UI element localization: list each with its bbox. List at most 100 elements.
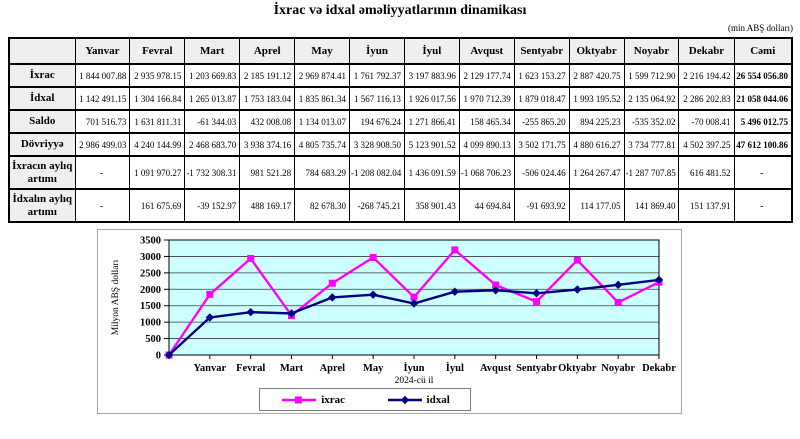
table-cell: 1 567 116.13 bbox=[349, 86, 405, 111]
table-cell: 5 123 901.52 bbox=[403, 132, 460, 157]
table-cell: 4 502 397.25 bbox=[678, 132, 735, 157]
y-tick-label: 1000 bbox=[140, 318, 161, 329]
y-tick-label: 2000 bbox=[140, 285, 161, 296]
legend-marker-ixrac bbox=[282, 396, 317, 403]
x-tick-label: Fevral bbox=[236, 363, 265, 374]
marker-idxal bbox=[328, 293, 337, 302]
x-tick-label: Aprel bbox=[320, 363, 346, 374]
table-cell: 3 938 374.16 bbox=[239, 132, 296, 157]
table-cell: 2 286 202.83 bbox=[678, 86, 735, 111]
table-cell: 701 516.73 bbox=[74, 109, 131, 134]
table-cell: 1 265 013.87 bbox=[184, 86, 241, 111]
table-cell: 2 969 874.41 bbox=[294, 63, 351, 88]
table-cell: -1 287 707.85 bbox=[623, 155, 680, 190]
table-cell: - bbox=[733, 188, 793, 223]
table-row: İxracın aylıq artımı -1 091 970.27 -1 732 … bbox=[8, 155, 793, 190]
row-label: Dövriyyə bbox=[8, 132, 76, 157]
legend-label-idxal: idxal bbox=[426, 393, 450, 406]
table-cell: 1 599 712.90 bbox=[623, 63, 680, 88]
table-cell: 894 225.23 bbox=[568, 109, 625, 134]
table-cell: 1 142 491.15 bbox=[74, 86, 131, 111]
column-header: Fevral bbox=[129, 37, 186, 65]
marker-ixrac bbox=[533, 298, 540, 306]
table-cell: -506 024.46 bbox=[513, 155, 570, 190]
table-row: İxrac 1 844 007.88 2 935 978.15 1 203 669.8… bbox=[8, 63, 793, 88]
table-cell: 3 502 171.75 bbox=[513, 132, 570, 157]
table-cell: 1 753 183.04 bbox=[239, 86, 296, 111]
table-cell: 2 468 683.70 bbox=[184, 132, 241, 157]
marker-idxal bbox=[491, 286, 500, 295]
marker-ixrac bbox=[410, 293, 418, 301]
table-cell: 1 304 166.84 bbox=[129, 86, 186, 111]
marker-idxal bbox=[246, 307, 255, 317]
marker-ixrac bbox=[451, 246, 459, 254]
table-row: İdxal 1 142 491.15 1 304 166.84 1 265 013.8… bbox=[8, 86, 793, 111]
table-cell: 4 880 616.27 bbox=[568, 132, 625, 157]
column-header: Sentyabr bbox=[513, 37, 570, 65]
table-header: Yanvar Fevral Mart Aprel May İyun İyul Avqust Se… bbox=[8, 37, 793, 65]
row-label: İxrac bbox=[8, 63, 76, 88]
table-cell: 2 216 194.42 bbox=[678, 63, 735, 88]
table-cell: 2 887 420.75 bbox=[568, 63, 625, 88]
marker-idxal bbox=[205, 313, 215, 322]
table-cell: 1 761 792.37 bbox=[349, 63, 405, 88]
table-cell: 2 185 191.12 bbox=[239, 63, 296, 88]
unit-note: (min ABŞ dolları) bbox=[728, 23, 793, 33]
table-cell: 44 694.84 bbox=[458, 188, 515, 223]
y-tick-label: 3000 bbox=[140, 252, 161, 263]
marker-ixrac bbox=[573, 256, 581, 264]
table-cell: 141 869.40 bbox=[623, 188, 680, 223]
column-header: Dekabr bbox=[678, 37, 735, 65]
marker-idxal bbox=[409, 299, 419, 308]
table-cell: -1 732 308.31 bbox=[184, 155, 241, 190]
table-cell: 3 328 908.50 bbox=[349, 132, 405, 157]
table-cell: - bbox=[733, 155, 793, 190]
table-cell: 4 099 890.13 bbox=[458, 132, 515, 157]
page-title: İxrac və idxal əməliyyatlarının dinamika… bbox=[273, 3, 527, 18]
x-tick-label: Dekabr bbox=[642, 363, 676, 374]
table-cell: 1 271 866.41 bbox=[403, 109, 460, 134]
column-header: Mart bbox=[184, 37, 241, 65]
table-row: İdxalın aylıq artımı -161 675.69 -39 152.9… bbox=[8, 188, 793, 223]
table-cell: -268 745.21 bbox=[349, 188, 405, 223]
table-cell: - bbox=[74, 155, 131, 190]
table-cell: 358 901.43 bbox=[403, 188, 460, 223]
table-cell: 1 835 861.34 bbox=[294, 86, 351, 111]
table-cell: 432 008.08 bbox=[239, 109, 296, 134]
legend-label-ixrac: ixrac bbox=[321, 393, 346, 406]
row-label: İdxalın aylıq artımı bbox=[8, 188, 76, 223]
marker-ixrac bbox=[247, 255, 255, 263]
marker-idxal bbox=[287, 309, 296, 318]
legend-marker-idxal bbox=[387, 395, 422, 404]
table-cell: 82 678.30 bbox=[294, 188, 351, 223]
legend-item-idxal: idxal bbox=[386, 394, 450, 406]
x-tick-label: Yanvar bbox=[193, 363, 226, 374]
table-cell: 1 879 018.47 bbox=[513, 86, 570, 111]
table-cell: 1 134 013.07 bbox=[294, 109, 351, 134]
table-cell: -1 208 082.04 bbox=[349, 155, 405, 190]
y-tick-label: 3500 bbox=[140, 236, 161, 247]
x-tick-label: Noyabr bbox=[601, 363, 635, 374]
table-cell: 616 481.52 bbox=[678, 155, 735, 190]
x-tick-label: Sentyabr bbox=[516, 363, 557, 374]
table-cell: 3 734 777.81 bbox=[623, 132, 680, 157]
table-cell: 2 129 177.74 bbox=[458, 63, 515, 88]
table-cell: 1 091 970.27 bbox=[129, 155, 186, 190]
table-cell: 161 675.69 bbox=[129, 188, 186, 223]
table-cell: 2 935 978.15 bbox=[129, 63, 186, 88]
column-header: İyun bbox=[349, 37, 405, 65]
table-cell: 1 844 007.88 bbox=[74, 63, 131, 88]
table-cell: 1 993 195.52 bbox=[568, 86, 625, 111]
y-axis-label: Milyon ABŞ dolları bbox=[111, 259, 121, 335]
table-cell: - bbox=[74, 188, 131, 223]
row-label: İdxal bbox=[8, 86, 76, 111]
y-tick-label: 500 bbox=[145, 334, 161, 345]
table-cell: 2 986 499.03 bbox=[74, 132, 131, 157]
x-tick-label: Oktyabr bbox=[558, 363, 597, 374]
table-cell: 4 805 735.74 bbox=[294, 132, 351, 157]
x-tick-label: May bbox=[363, 363, 384, 374]
marker-ixrac bbox=[206, 290, 214, 298]
legend-item-ixrac: ixrac bbox=[280, 394, 345, 406]
table-cell: -91 693.92 bbox=[513, 188, 570, 223]
